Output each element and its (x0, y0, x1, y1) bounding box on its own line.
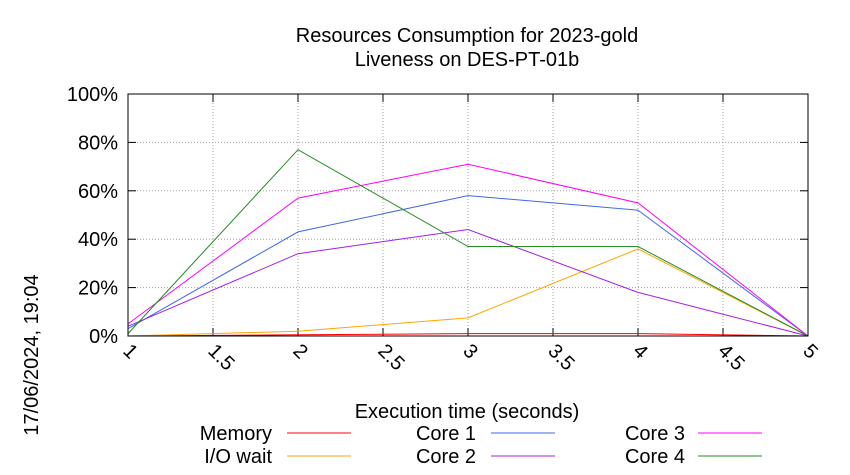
legend-label-core-1: Core 1 (416, 423, 476, 445)
y-tick-label: 60% (78, 181, 118, 203)
x-tick-label: 3.5 (543, 340, 578, 375)
y-tick-label: 0% (89, 326, 118, 348)
legend-label-core-2: Core 2 (416, 446, 476, 468)
legend-label-memory: Memory (200, 423, 272, 445)
legend-label-core-3: Core 3 (625, 423, 685, 445)
x-tick-label: 4.5 (713, 340, 748, 375)
series-line-memory (127, 333, 809, 337)
series-line-core-1 (127, 195, 809, 337)
y-tick-label: 20% (78, 278, 118, 300)
series-lines (127, 149, 809, 337)
x-tick-label: 4 (628, 340, 651, 363)
x-axis-label: Execution time (seconds) (355, 401, 580, 423)
x-tick-label: 1 (118, 340, 141, 363)
grid (127, 93, 809, 337)
x-tick-label: 2 (288, 340, 311, 363)
timestamp-label: 17/06/2024, 19:04 (21, 274, 43, 435)
legend-label-core-4: Core 4 (625, 446, 685, 468)
x-tick-label: 5 (798, 340, 821, 363)
x-tick-label: 3 (458, 340, 481, 363)
y-tick-label: 40% (78, 229, 118, 251)
legend-label-i-o-wait: I/O wait (204, 446, 272, 468)
y-axis: 0% 20% 40% 60% 80% 100% (67, 84, 808, 348)
series-line-core-3 (127, 163, 809, 337)
x-tick-label: 1.5 (203, 340, 238, 375)
series-line-core-4 (127, 149, 809, 337)
plot-border (127, 93, 809, 337)
x-tick-label: 2.5 (373, 340, 408, 375)
series-line-core-2 (127, 228, 809, 337)
y-tick-label: 100% (67, 84, 118, 106)
series-line-i-o-wait (127, 248, 809, 337)
chart-title: Resources Consumption for 2023-gold (296, 25, 638, 47)
y-tick-label: 80% (78, 132, 118, 154)
chart-subtitle: Liveness on DES-PT-01b (355, 49, 580, 71)
